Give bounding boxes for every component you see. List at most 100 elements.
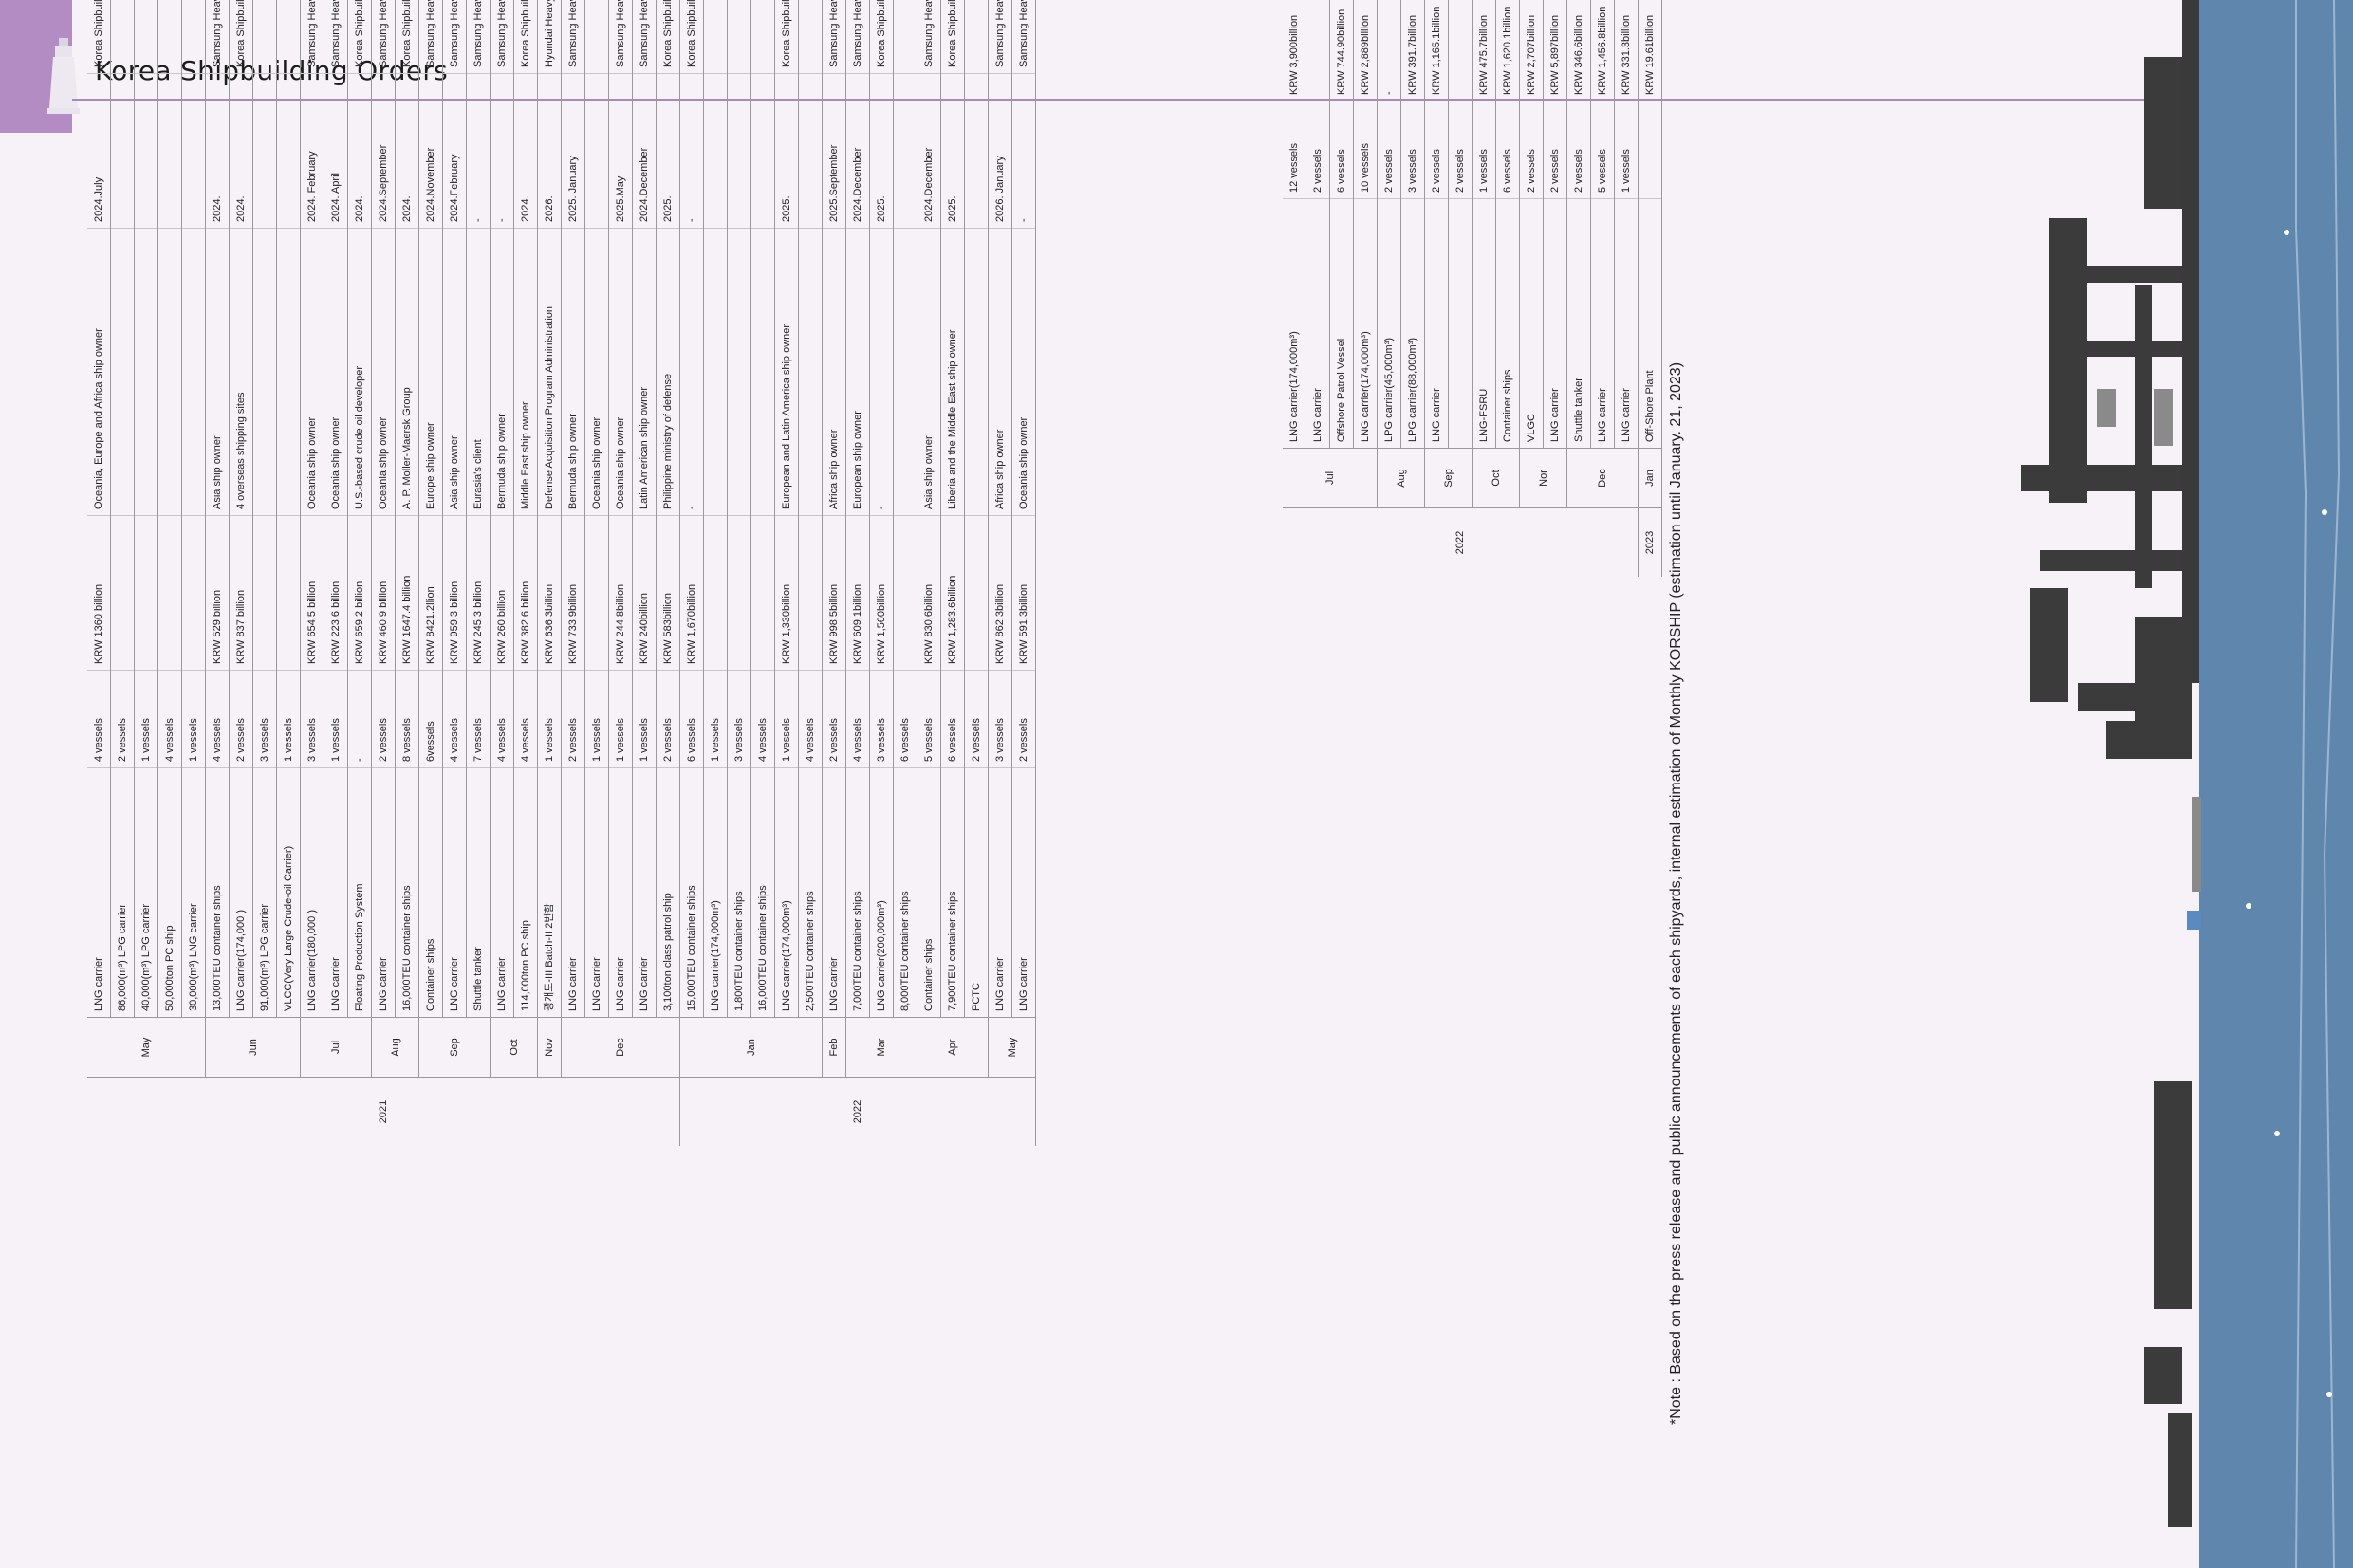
vessel-count-cell: 1 vessels: [1614, 101, 1639, 199]
ship-type-cell: Floating Production System: [347, 767, 372, 1018]
table-row: 114,000ton PC ship 4 vessels KRW 382.6 bil…: [513, 0, 538, 1146]
delivery-date-cell: [703, 73, 728, 229]
table-row: 7,900TEU container ships 6 vessels KRW 1,2…: [940, 0, 965, 1146]
ship-type-cell: 86,000(m³) LPG carrier: [110, 767, 135, 1018]
vessel-count-cell: 2 vessels: [1424, 101, 1449, 199]
order-amount-cell: KRW 1360 billion: [87, 515, 111, 671]
order-amount-cell: KRW 245.3 billion: [466, 515, 491, 671]
shipyard-cell: [181, 0, 206, 74]
table-row: Nov 광개토-III Batch-II 2번함 1 vessels KRW 636.…: [537, 0, 562, 1146]
order-amount-cell: KRW 583billion: [656, 515, 680, 671]
ship-type-cell: Offshore Patrol Vessel: [1329, 198, 1354, 449]
vessel-count-cell: 4 vessels: [87, 670, 111, 768]
order-amount-cell: [181, 515, 206, 671]
vessel-count-cell: 12 vessels: [1283, 101, 1306, 199]
delivery-date-cell: [157, 73, 182, 229]
ship-owner-cell: Oceania ship owner: [371, 228, 396, 516]
ship-type-cell: 2,500TEU container ships: [798, 767, 823, 1018]
ship-type-cell: 30,000(m³) LNG carrier: [181, 767, 206, 1018]
ship-type-cell: LNG carrier(200,000m³): [869, 767, 894, 1018]
vessel-count-cell: 6 vessels: [940, 670, 965, 768]
ship-owner-cell: -: [679, 228, 704, 516]
table-row: Jul LNG carrier(180,000 ) 3 vessels KRW 654…: [300, 0, 372, 1146]
order-amount-cell: [750, 515, 775, 671]
vessel-count-cell: 1 vessels: [324, 670, 348, 768]
delivery-date-cell: -: [1011, 73, 1036, 229]
ship-type-cell: 8,000TEU container ships: [893, 767, 917, 1018]
table-row: LNG carrier(200,000m³) 3 vessels KRW 1,560…: [869, 0, 894, 1146]
shipyard-cell: Samsung Heavy Industries: [1011, 0, 1036, 74]
vessel-count-cell: 2 vessels: [1566, 101, 1591, 199]
table-row: 2022 Jul LNG carrier(174,000m³) 12 vessels K…: [1283, 0, 1639, 577]
vessel-count-cell: 8 vessels: [395, 670, 419, 768]
ship-type-cell: 91,000(m³) LPG carrier: [252, 767, 277, 1018]
ship-owner-cell: Oceania ship owner: [608, 228, 633, 516]
month-cell: Mar: [845, 1017, 917, 1078]
shipyard-cell: Samsung Heavy Industries: [490, 0, 514, 74]
delivery-date-cell: [276, 73, 301, 229]
ship-type-cell: 1,800TEU container ships: [727, 767, 751, 1018]
month-cell: May: [988, 1017, 1036, 1078]
year-cell: 2023: [1638, 507, 1662, 577]
order-amount-cell: KRW 1,670billion: [679, 515, 704, 671]
delivery-date-cell: 2024.December: [632, 73, 657, 229]
month-cell: Aug: [1377, 448, 1425, 508]
delivery-date-cell: [893, 73, 917, 229]
ship-owner-cell: [893, 228, 917, 516]
ship-type-cell: LPG carrier(45,000m³): [1377, 198, 1401, 449]
ship-owner-cell: Asia ship owner: [442, 228, 467, 516]
shipyard-cell: [584, 0, 609, 74]
order-amount-cell: KRW 331.3billion: [1614, 0, 1639, 101]
delivery-date-cell: [798, 73, 823, 229]
vessel-count-cell: 2 vessels: [1448, 101, 1473, 199]
shipyard-cell: [750, 0, 775, 74]
order-amount-cell: [964, 515, 989, 671]
ship-type-cell: Shuttle tanker: [1566, 198, 1591, 449]
ship-type-cell: LNG carrier(174,000 ): [229, 767, 253, 1018]
order-amount-cell: KRW 830.6billion: [917, 515, 941, 671]
ship-type-cell: Shuttle tanker: [466, 767, 491, 1018]
order-amount-cell: KRW 659.2 billion: [347, 515, 372, 671]
ship-type-cell: LNG carrier: [988, 767, 1012, 1018]
order-amount-cell: [584, 515, 609, 671]
ship-owner-cell: European and Latin America ship owner: [774, 228, 799, 516]
ship-type-cell: LNG carrier: [584, 767, 609, 1018]
ship-type-cell: LNG carrier: [87, 767, 111, 1018]
month-cell: Apr: [917, 1017, 989, 1078]
ship-owner-cell: [276, 228, 301, 516]
delivery-date-cell: 2025.: [940, 73, 965, 229]
order-amount-cell: KRW 2,707billion: [1519, 0, 1544, 101]
order-amount-cell: KRW 460.9 billion: [371, 515, 396, 671]
delivery-date-cell: 2025.: [656, 73, 680, 229]
table-row: Apr Container ships 5 vessels KRW 830.6bill…: [917, 0, 989, 1146]
ship-type-cell: 광개토-III Batch-II 2번함: [537, 767, 562, 1018]
order-amount-cell: KRW 1647.4 billion: [395, 515, 419, 671]
delivery-date-cell: [252, 73, 277, 229]
delivery-date-cell: 2024. February: [300, 73, 324, 229]
vessel-count-cell: 6 vessels: [893, 670, 917, 768]
table-row: 2,500TEU container ships 4 vessels: [798, 0, 823, 1146]
ship-type-cell: LPG carrier(88,000m³): [1400, 198, 1425, 449]
shipyard-cell: Korea Shipbuilding & Offshore Engineerin…: [87, 0, 111, 74]
table-row: LNG carrier 1 vessels Oceania ship owner: [584, 0, 609, 1146]
ship-type-cell: VLCC(Very Large Crude-oil Carrier): [276, 767, 301, 1018]
vessel-count-cell: 1 vessels: [537, 670, 562, 768]
ship-type-cell: LNG carrier: [1306, 198, 1330, 449]
month-cell: Dec: [561, 1017, 680, 1078]
shipyard-cell: Samsung Heavy Industries: [205, 0, 230, 74]
ship-owner-cell: Asia ship owner: [205, 228, 230, 516]
vessel-count-cell: 2 vessels: [1011, 670, 1036, 768]
delivery-date-cell: 2024.December: [845, 73, 870, 229]
delivery-date-cell: [750, 73, 775, 229]
delivery-date-cell: 2025.: [774, 73, 799, 229]
ship-owner-cell: [181, 228, 206, 516]
table-row: LNG carrier(174,000m³) 1 vessels: [703, 0, 728, 1146]
ship-type-cell: LNG carrier: [490, 767, 514, 1018]
ship-owner-cell: [252, 228, 277, 516]
ship-owner-cell: European ship owner: [845, 228, 870, 516]
table-row: 2021 May LNG carrier 4 vessels KRW 1360 bill…: [87, 0, 680, 1146]
vessel-count-cell: 4 vessels: [205, 670, 230, 768]
order-amount-cell: KRW 733.9billion: [561, 515, 585, 671]
ship-type-cell: LNG carrier: [822, 767, 846, 1018]
month-cell: Feb: [822, 1017, 846, 1078]
